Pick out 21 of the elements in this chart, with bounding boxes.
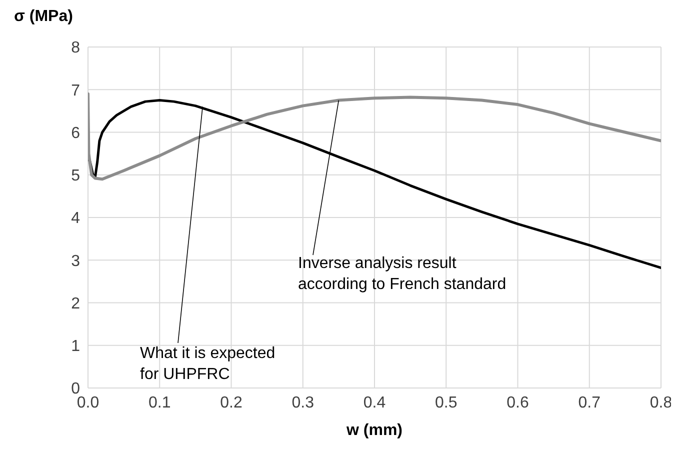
x-tick-label: 0.5 <box>435 394 458 412</box>
y-tick-label: 8 <box>71 40 80 57</box>
y-tick-label: 4 <box>71 210 80 228</box>
x-axis-title: w (mm) <box>346 422 404 440</box>
y-tick-label: 5 <box>71 168 80 185</box>
x-tick-label: 0.7 <box>578 394 601 412</box>
line-series <box>88 92 661 181</box>
x-tick-label: 0.3 <box>292 394 314 412</box>
annotation: What it is expected for UHPFRC <box>140 345 276 383</box>
y-tick-label: 1 <box>71 338 80 356</box>
y-tick-label: 2 <box>71 295 80 312</box>
x-tick-label: 0.8 <box>650 394 672 412</box>
x-tick-label: 0.6 <box>506 394 529 412</box>
y-axis-title: σ (MPa) <box>14 8 73 26</box>
x-tick-label: 0.2 <box>220 394 242 412</box>
y-tick-label: 6 <box>71 124 80 142</box>
annotation: Inverse analysis result according to French standard <box>298 255 506 293</box>
x-tick-label: 0.1 <box>148 394 171 412</box>
y-tick-label: 3 <box>71 252 80 270</box>
y-tick-label: 7 <box>71 82 80 100</box>
x-tick-label: 0.4 <box>363 394 386 412</box>
